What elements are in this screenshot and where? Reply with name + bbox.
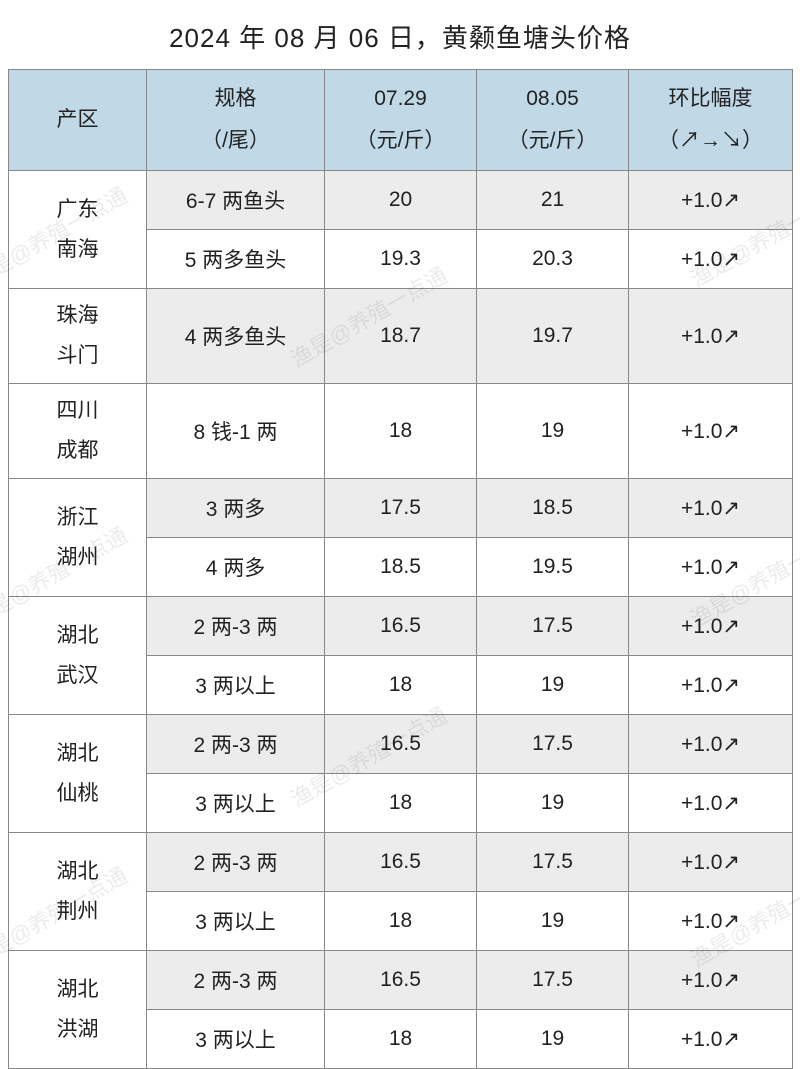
change-cell: +1.0↗: [629, 597, 793, 656]
spec-cell: 4 两多: [147, 538, 325, 597]
change-cell: +1.0↗: [629, 230, 793, 289]
region-cell: 珠海斗门: [9, 289, 147, 384]
col-change: 环比幅度（↗→↘）: [629, 70, 793, 171]
price2-cell: 19: [477, 656, 629, 715]
change-cell: +1.0↗: [629, 951, 793, 1010]
spec-cell: 4 两多鱼头: [147, 289, 325, 384]
spec-cell: 3 两以上: [147, 774, 325, 833]
spec-cell: 3 两多: [147, 479, 325, 538]
spec-cell: 6-7 两鱼头: [147, 171, 325, 230]
region-cell: 湖北洪湖: [9, 951, 147, 1069]
table-row: 湖北武汉2 两-3 两16.517.5+1.0↗: [9, 597, 793, 656]
price2-cell: 19: [477, 774, 629, 833]
price1-cell: 18.7: [325, 289, 477, 384]
price1-cell: 16.5: [325, 951, 477, 1010]
region-cell: 浙江湖州: [9, 479, 147, 597]
price2-cell: 21: [477, 171, 629, 230]
spec-cell: 2 两-3 两: [147, 951, 325, 1010]
region-cell: 湖北仙桃: [9, 715, 147, 833]
change-cell: +1.0↗: [629, 171, 793, 230]
page-title: 2024 年 08 月 06 日，黄颡鱼塘头价格: [0, 0, 800, 69]
price2-cell: 17.5: [477, 833, 629, 892]
price1-cell: 17.5: [325, 479, 477, 538]
table-row: 四川成都8 钱-1 两1819+1.0↗: [9, 384, 793, 479]
price1-cell: 16.5: [325, 597, 477, 656]
table-row: 湖北仙桃2 两-3 两16.517.5+1.0↗: [9, 715, 793, 774]
change-cell: +1.0↗: [629, 479, 793, 538]
change-cell: +1.0↗: [629, 656, 793, 715]
spec-cell: 5 两多鱼头: [147, 230, 325, 289]
change-cell: +1.0↗: [629, 289, 793, 384]
change-cell: +1.0↗: [629, 715, 793, 774]
price2-cell: 19: [477, 892, 629, 951]
price1-cell: 18: [325, 384, 477, 479]
table-row: 浙江湖州3 两多17.518.5+1.0↗: [9, 479, 793, 538]
price2-cell: 20.3: [477, 230, 629, 289]
header-row: 产区 规格（/尾） 07.29（元/斤） 08.05（元/斤） 环比幅度（↗→↘…: [9, 70, 793, 171]
spec-cell: 2 两-3 两: [147, 833, 325, 892]
table-row: 珠海斗门4 两多鱼头18.719.7+1.0↗: [9, 289, 793, 384]
region-cell: 湖北武汉: [9, 597, 147, 715]
col-p2: 08.05（元/斤）: [477, 70, 629, 171]
spec-cell: 3 两以上: [147, 892, 325, 951]
spec-cell: 2 两-3 两: [147, 597, 325, 656]
spec-cell: 8 钱-1 两: [147, 384, 325, 479]
table-row: 广东南海6-7 两鱼头2021+1.0↗: [9, 171, 793, 230]
change-cell: +1.0↗: [629, 538, 793, 597]
price1-cell: 16.5: [325, 715, 477, 774]
change-cell: +1.0↗: [629, 774, 793, 833]
table-row: 湖北荆州2 两-3 两16.517.5+1.0↗: [9, 833, 793, 892]
price1-cell: 18.5: [325, 538, 477, 597]
price2-cell: 17.5: [477, 597, 629, 656]
change-cell: +1.0↗: [629, 1010, 793, 1069]
price1-cell: 18: [325, 1010, 477, 1069]
spec-cell: 3 两以上: [147, 1010, 325, 1069]
price2-cell: 19.7: [477, 289, 629, 384]
table-row: 湖北洪湖2 两-3 两16.517.5+1.0↗: [9, 951, 793, 1010]
price2-cell: 19: [477, 1010, 629, 1069]
spec-cell: 3 两以上: [147, 656, 325, 715]
price1-cell: 18: [325, 656, 477, 715]
price1-cell: 19.3: [325, 230, 477, 289]
spec-cell: 2 两-3 两: [147, 715, 325, 774]
col-spec: 规格（/尾）: [147, 70, 325, 171]
region-cell: 广东南海: [9, 171, 147, 289]
change-cell: +1.0↗: [629, 833, 793, 892]
region-cell: 湖北荆州: [9, 833, 147, 951]
price2-cell: 19: [477, 384, 629, 479]
change-cell: +1.0↗: [629, 892, 793, 951]
price2-cell: 17.5: [477, 951, 629, 1010]
price1-cell: 20: [325, 171, 477, 230]
price2-cell: 17.5: [477, 715, 629, 774]
change-cell: +1.0↗: [629, 384, 793, 479]
region-cell: 四川成都: [9, 384, 147, 479]
price2-cell: 18.5: [477, 479, 629, 538]
price-table: 产区 规格（/尾） 07.29（元/斤） 08.05（元/斤） 环比幅度（↗→↘…: [8, 69, 793, 1069]
price1-cell: 18: [325, 774, 477, 833]
price1-cell: 16.5: [325, 833, 477, 892]
col-region: 产区: [9, 70, 147, 171]
price2-cell: 19.5: [477, 538, 629, 597]
price1-cell: 18: [325, 892, 477, 951]
col-p1: 07.29（元/斤）: [325, 70, 477, 171]
